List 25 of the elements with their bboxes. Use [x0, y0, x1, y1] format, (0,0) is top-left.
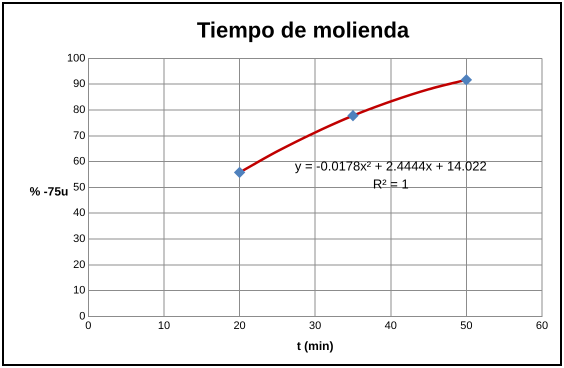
y-tick-label: 0 — [79, 310, 86, 322]
x-tick-label: 40 — [384, 320, 397, 332]
point — [347, 110, 358, 122]
annotation: R² = 1 — [372, 176, 409, 192]
x-tick-label: 20 — [233, 320, 246, 332]
x-axis-title: t (min) — [296, 339, 334, 354]
x-tick-label: 30 — [309, 320, 322, 332]
y-tick-label: 60 — [73, 156, 86, 168]
y-tick-label: 90 — [73, 78, 86, 90]
x-tick-label: 10 — [158, 320, 170, 332]
annotation: y = -0.0178x² + 2.4444x + 14.022 — [294, 158, 487, 174]
point — [460, 74, 472, 86]
y-tick-label: 20 — [73, 258, 86, 271]
y-tick-label: 80 — [73, 104, 86, 116]
chart-title: Tiempo de molienda — [196, 17, 410, 42]
y-tick-label: 50 — [73, 181, 86, 194]
y-tick-label: 10 — [73, 284, 86, 297]
x-tick-label: 60 — [536, 320, 548, 332]
y-tick-label: 100 — [66, 52, 86, 64]
y-axis-title: % -75u — [30, 184, 68, 199]
point — [234, 166, 246, 178]
y-tick-label: 30 — [73, 233, 86, 246]
y-tick-label: 40 — [73, 207, 86, 220]
x-tick-label: 50 — [460, 320, 473, 332]
y-tick-label: 70 — [73, 130, 86, 142]
